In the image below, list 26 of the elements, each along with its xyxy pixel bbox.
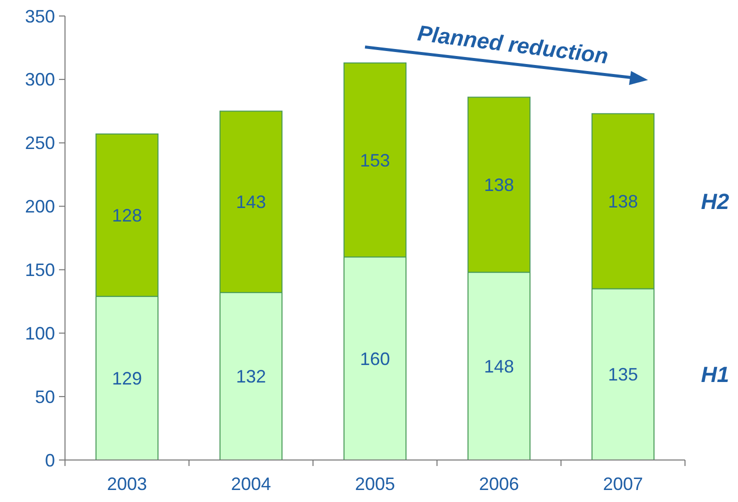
- annotation: Planned reduction: [416, 20, 610, 69]
- y-tick-label: 150: [24, 260, 55, 280]
- y-tick-label: 100: [24, 323, 55, 344]
- y-tick-label: 0: [44, 450, 55, 470]
- x-tick-label: 2005: [354, 474, 396, 494]
- x-tick-label: 2003: [106, 474, 148, 494]
- data-label: 143: [236, 192, 266, 212]
- data-label: 135: [608, 364, 638, 385]
- x-tick-label: 2007: [602, 474, 644, 494]
- data-label: 138: [484, 175, 514, 196]
- data-label: 160: [360, 348, 390, 369]
- data-label: 128: [112, 205, 142, 226]
- data-label: 138: [608, 192, 638, 212]
- y-tick-label: 250: [24, 133, 55, 154]
- y-tick-label: 50: [34, 386, 55, 407]
- y-tick-label: 350: [24, 6, 55, 26]
- y-tick-label: 200: [24, 196, 55, 217]
- text: H2: [700, 188, 730, 214]
- data-label: 148: [484, 356, 514, 376]
- x-tick-label: 2006: [478, 474, 520, 494]
- data-label: 132: [236, 366, 266, 387]
- text: H1: [700, 362, 730, 388]
- y-tick-label: 300: [24, 70, 55, 90]
- x-tick-label: 2004: [230, 474, 272, 494]
- data-label: 129: [112, 368, 142, 388]
- data-label: 153: [360, 150, 390, 170]
